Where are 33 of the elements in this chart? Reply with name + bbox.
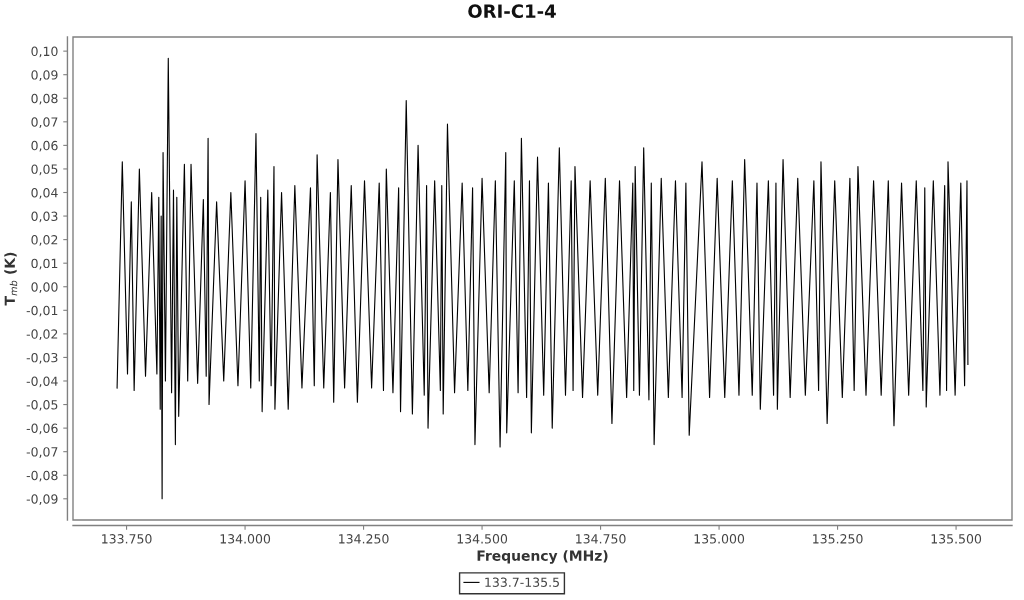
y-tick-label: 0,02 [31, 235, 58, 246]
y-tick-label: 0,08 [31, 93, 58, 105]
x-tick-label: 134.000 [220, 534, 271, 544]
chart-title: ORI-C1-4 [468, 4, 556, 18]
y-tick-label: 0,01 [31, 258, 58, 270]
y-tick-label: 0,05 [31, 164, 58, 176]
y-tick-label: 0,03 [31, 211, 58, 223]
y-tick-label: -0,02 [26, 329, 58, 341]
y-tick-label: -0,06 [26, 423, 58, 435]
y-tick-label: -0,07 [26, 447, 58, 458]
x-tick-label: 134.500 [457, 534, 508, 544]
y-tick-label: 0,07 [31, 117, 58, 129]
y-tick-label: -0,04 [26, 376, 58, 388]
y-tick-label: 0,06 [31, 140, 58, 152]
x-tick-label: 134.750 [576, 534, 626, 544]
y-tick-label: -0,01 [26, 305, 58, 317]
y-tick-label: 0,04 [31, 187, 58, 199]
x-tick-label: 133.750 [102, 534, 152, 544]
y-tick-label: -0,03 [26, 352, 58, 364]
x-tick-label: 135.500 [931, 534, 982, 544]
legend-label: 133.7-135.5 [485, 577, 559, 587]
y-tick-label: 0,00 [31, 282, 58, 293]
line-series [116, 57, 969, 500]
y-axis-title: T$_{mb}$ (K) [4, 252, 18, 306]
y-tick-label: -0,05 [26, 400, 58, 411]
y-tick-label: 0,10 [31, 46, 58, 58]
y-tick-label: -0,08 [26, 470, 58, 482]
x-axis-title: Frequency (MHz) [477, 550, 608, 564]
x-tick-label: 135.250 [813, 534, 863, 544]
y-tick-label: 0,09 [31, 70, 58, 81]
x-tick-label: 134.250 [339, 534, 389, 544]
y-tick-label: -0,09 [26, 494, 58, 505]
x-tick-label: 135.000 [694, 534, 745, 544]
